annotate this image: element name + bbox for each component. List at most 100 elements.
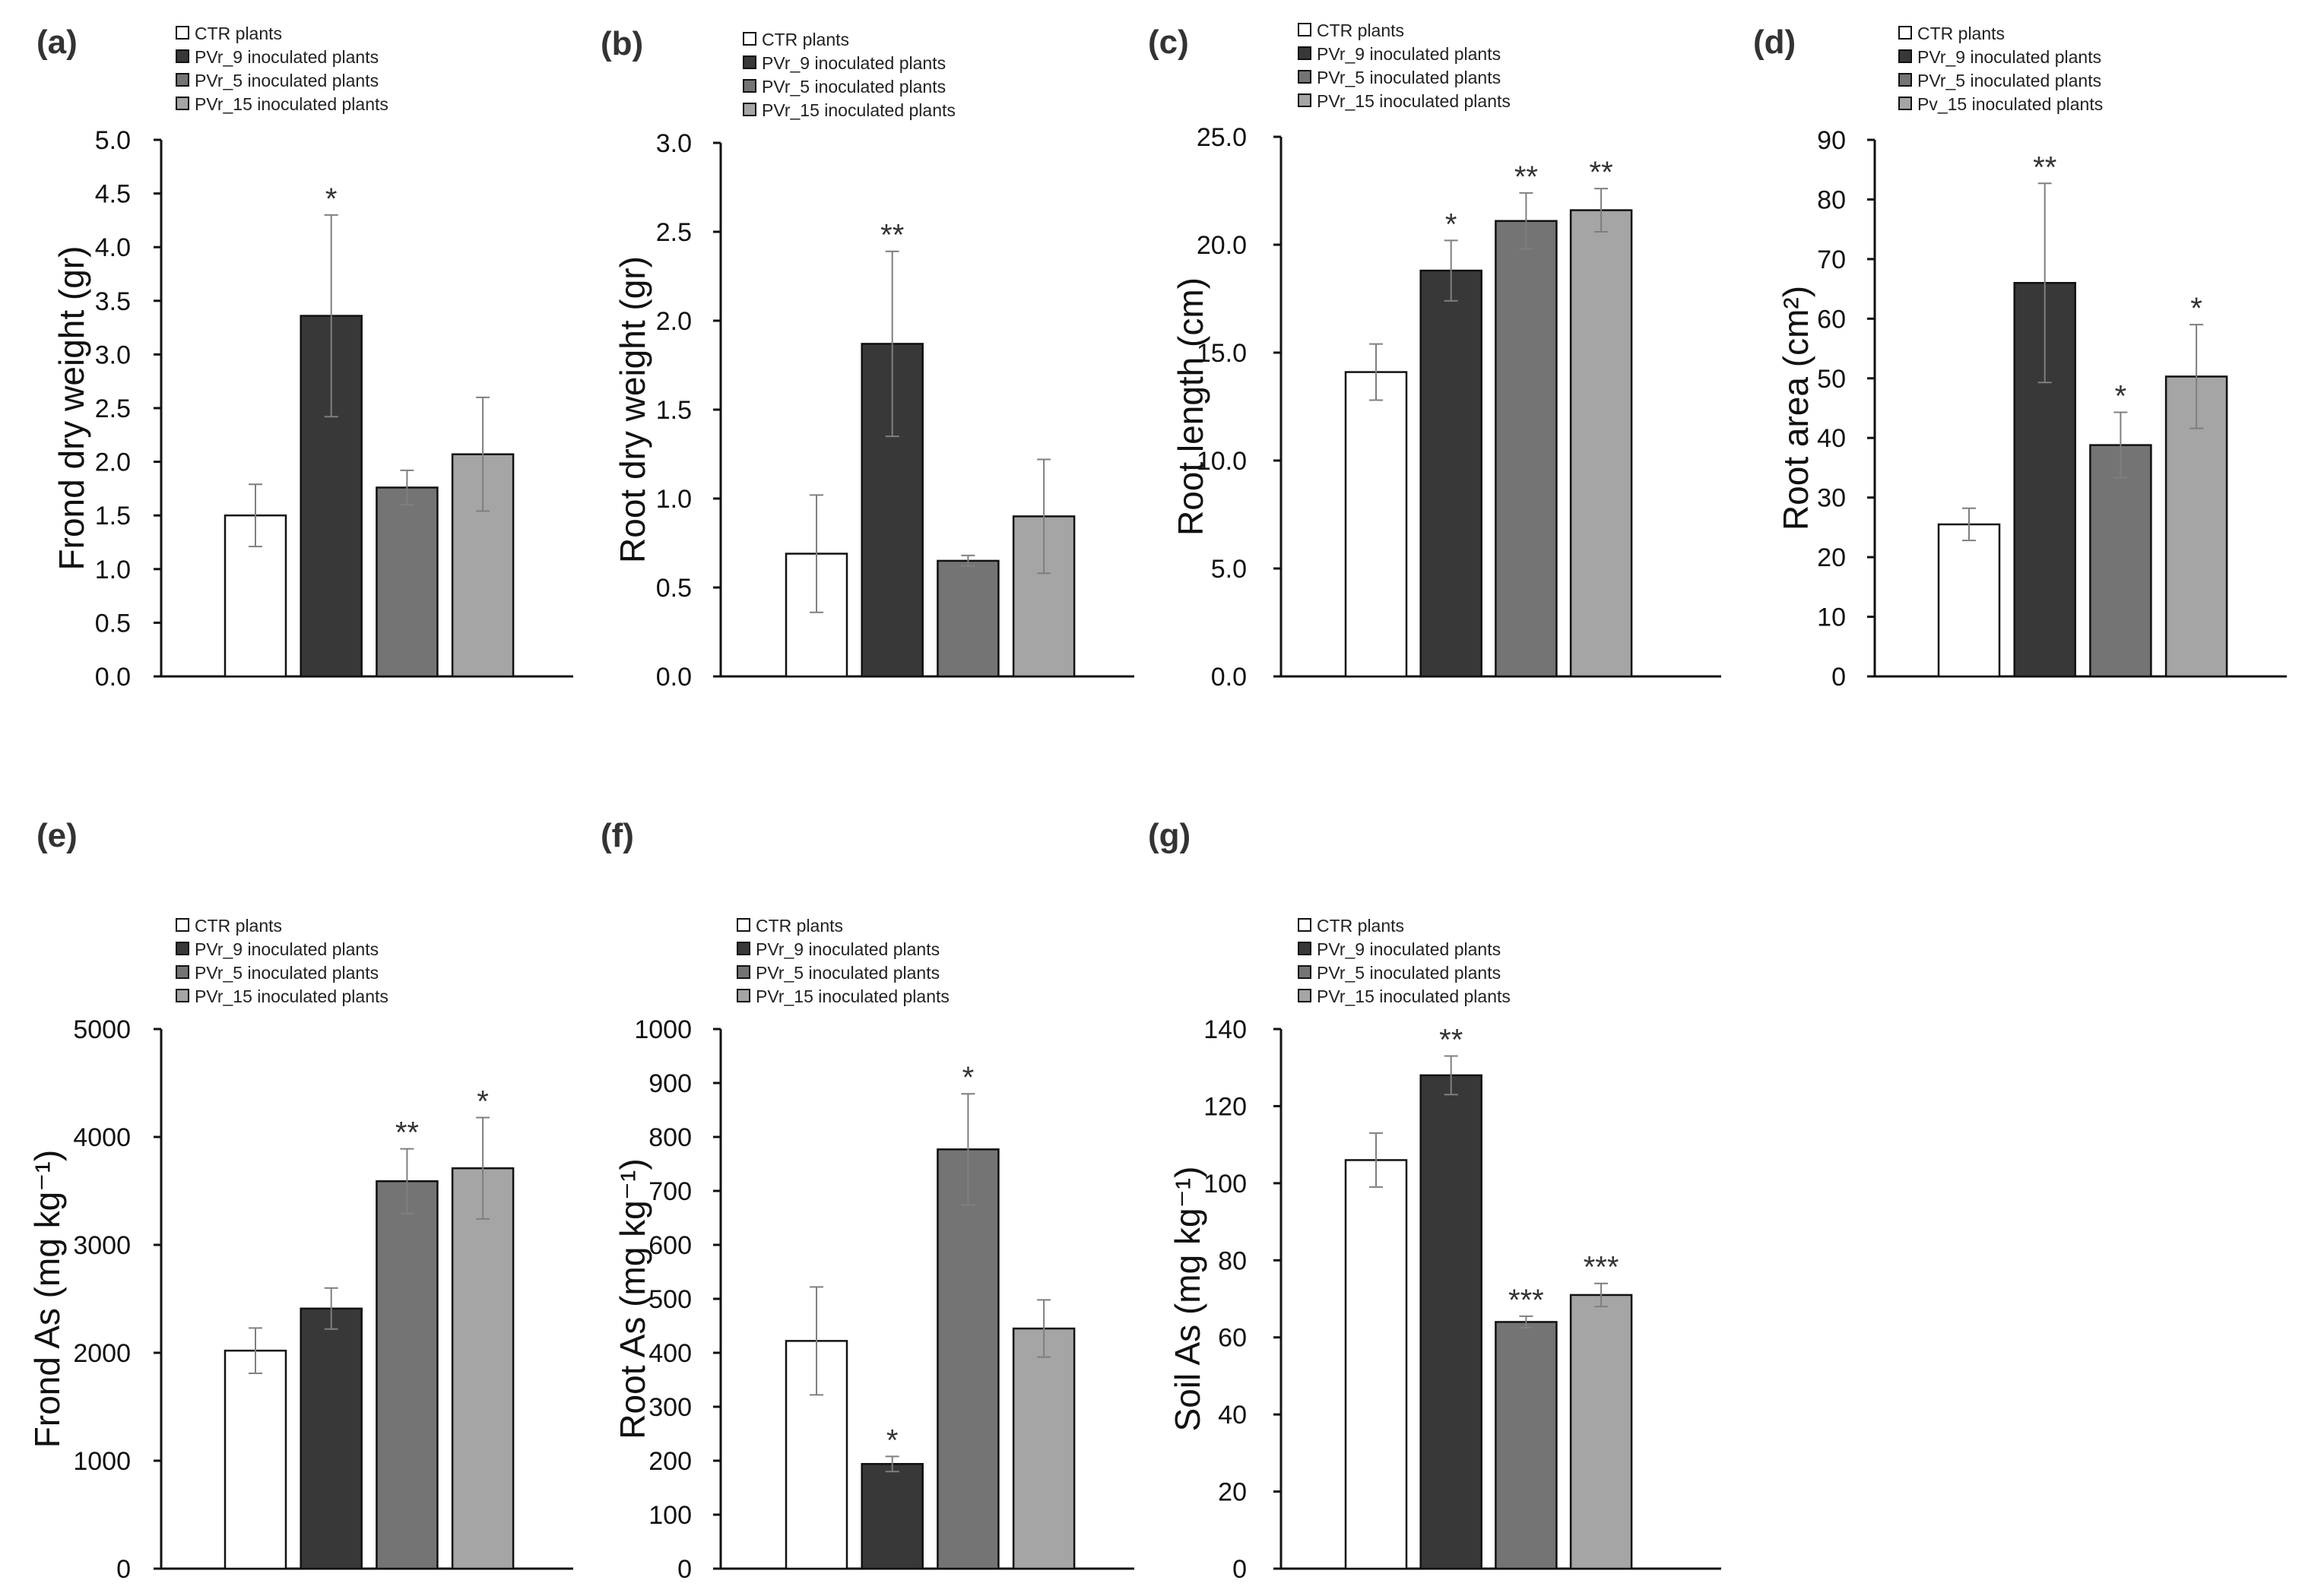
panel-label: (b) <box>601 25 643 62</box>
y-tick-label: 0.0 <box>95 663 131 692</box>
legend-swatch-pvr_15 <box>1898 97 1912 110</box>
y-axis-label: Root As (mg kg⁻¹) <box>613 1158 652 1439</box>
y-tick-label: 70 <box>1817 245 1846 274</box>
y-tick-label: 0.0 <box>1211 663 1247 692</box>
y-tick-label: 20 <box>1218 1478 1247 1507</box>
significance-marker: ** <box>2033 150 2056 184</box>
legend-label-pvr_5: PVr_5 inoculated plants <box>1317 963 1501 983</box>
legend-label-pvr_15: PVr_15 inoculated plants <box>762 100 956 120</box>
significance-marker: ** <box>1514 160 1538 194</box>
legend-label-pvr_9: PVr_9 inoculated plants <box>1317 44 1501 64</box>
panel-a: (a) CTR plants PVr_9 inoculated plants PVr_… <box>36 24 573 692</box>
bar-pvr_15 <box>1569 209 1633 678</box>
bar-pvr_5 <box>376 1180 439 1570</box>
bar-ctr <box>1344 1159 1408 1570</box>
legend-swatch-pvr_5 <box>743 79 756 93</box>
y-tick-label: 100 <box>648 1501 692 1530</box>
legend-label-pvr_5: PVr_5 inoculated plants <box>195 963 379 983</box>
legend-swatch-ctr <box>176 26 189 40</box>
significance-marker: * <box>2115 379 2127 413</box>
y-tick-label: 5.0 <box>1211 555 1247 584</box>
bar-ctr <box>224 1349 287 1570</box>
legend-label-pvr_9: PVr_9 inoculated plants <box>195 939 379 959</box>
legend-swatch-pvr_5 <box>737 965 750 979</box>
legend-swatch-pvr_5 <box>1898 73 1912 87</box>
legend-swatch-pvr_15 <box>1298 93 1311 107</box>
y-axis-label: Frond dry weight (gr) <box>52 246 91 571</box>
legend-label-pvr_5: PVr_5 inoculated plants <box>1917 71 2101 90</box>
y-tick-label: 2.5 <box>656 218 692 247</box>
y-tick-label: 200 <box>648 1447 692 1476</box>
bar-pvr_5 <box>937 559 1000 678</box>
bar-pvr_5 <box>937 1148 1000 1570</box>
legend-swatch-pvr_9 <box>1298 942 1311 955</box>
legend-label-pvr_15: PVr_15 inoculated plants <box>1317 986 1511 1006</box>
y-tick-label: 0 <box>1831 663 1846 692</box>
y-tick-label: 2.5 <box>95 394 131 423</box>
legend-label-pvr_5: PVr_5 inoculated plants <box>195 71 379 90</box>
y-tick-label: 40 <box>1218 1401 1247 1430</box>
legend-label-ctr: CTR plants <box>1317 21 1404 40</box>
significance-marker: ** <box>1590 156 1613 189</box>
legend-label-ctr: CTR plants <box>1917 24 2005 43</box>
y-tick-label: 0 <box>116 1555 131 1584</box>
y-tick-label: 4.0 <box>95 233 131 262</box>
y-tick-label: 10 <box>1817 603 1846 632</box>
significance-marker: * <box>1445 207 1457 241</box>
significance-marker: * <box>2190 292 2202 325</box>
legend-swatch-ctr <box>1298 918 1311 932</box>
legend-swatch-ctr <box>176 918 189 932</box>
y-tick-label: 2000 <box>73 1339 131 1368</box>
y-tick-label: 60 <box>1817 305 1846 334</box>
y-tick-label: 40 <box>1817 424 1846 453</box>
y-tick-label: 0.5 <box>95 609 131 638</box>
y-tick-label: 60 <box>1218 1324 1247 1353</box>
legend-swatch-pvr_5 <box>176 965 189 979</box>
y-tick-label: 400 <box>648 1339 692 1368</box>
y-tick-label: 3.5 <box>95 287 131 316</box>
legend-label-ctr: CTR plants <box>195 24 282 43</box>
y-tick-label: 1.0 <box>656 485 692 514</box>
legend-swatch-pvr_9 <box>176 49 189 63</box>
panel-b: (b) CTR plants PVr_9 inoculated plants PVr_… <box>601 25 1134 692</box>
y-tick-label: 1000 <box>73 1447 131 1476</box>
legend-label-pvr_9: PVr_9 inoculated plants <box>195 47 379 67</box>
bar-pvr_5 <box>1495 1321 1558 1570</box>
y-tick-label: 3.0 <box>95 340 131 369</box>
legend-swatch-pvr_5 <box>1298 965 1311 979</box>
legend-label-pvr_9: PVr_9 inoculated plants <box>1317 939 1501 959</box>
y-axis-label: Root area (cm²) <box>1776 286 1815 530</box>
y-tick-label: 5.0 <box>95 126 131 155</box>
significance-marker: * <box>886 1423 899 1457</box>
legend-swatch-pvr_15 <box>176 97 189 110</box>
legend-label-pvr_15: Pv_15 inoculated plants <box>1917 94 2103 114</box>
y-tick-label: 10.0 <box>1197 447 1247 476</box>
legend-swatch-pvr_5 <box>176 73 189 87</box>
bar-pvr_9 <box>1419 269 1482 678</box>
legend-label-pvr_5: PVr_5 inoculated plants <box>762 77 946 97</box>
panel-g: (g) CTR plants PVr_9 inoculated plants PVr_… <box>1148 817 1721 1584</box>
y-tick-label: 50 <box>1817 365 1846 394</box>
y-tick-label: 0 <box>677 1555 692 1584</box>
y-tick-label: 900 <box>648 1069 692 1098</box>
legend-label-ctr: CTR plants <box>1317 916 1404 936</box>
y-tick-label: 4000 <box>73 1123 131 1152</box>
y-tick-label: 3.0 <box>656 129 692 158</box>
significance-marker: * <box>962 1061 975 1094</box>
legend-swatch-ctr <box>737 918 750 932</box>
y-axis-label: Root dry weight (gr) <box>613 256 652 563</box>
y-tick-label: 2.0 <box>95 448 131 477</box>
y-tick-label: 2.0 <box>656 307 692 336</box>
y-tick-label: 700 <box>648 1177 692 1206</box>
panel-f: (f) CTR plants PVr_9 inoculated plants PVr_… <box>601 817 1134 1584</box>
legend-swatch-ctr <box>1298 23 1311 36</box>
bar-pvr_5 <box>2089 444 2152 678</box>
y-tick-label: 0.5 <box>656 574 692 603</box>
y-tick-label: 20.0 <box>1197 231 1247 260</box>
bar-ctr <box>1937 523 2001 678</box>
y-tick-label: 100 <box>1203 1170 1247 1199</box>
y-tick-label: 25.0 <box>1197 123 1247 152</box>
legend-swatch-pvr_5 <box>1298 70 1311 84</box>
legend-label-pvr_5: PVr_5 inoculated plants <box>1317 68 1501 87</box>
